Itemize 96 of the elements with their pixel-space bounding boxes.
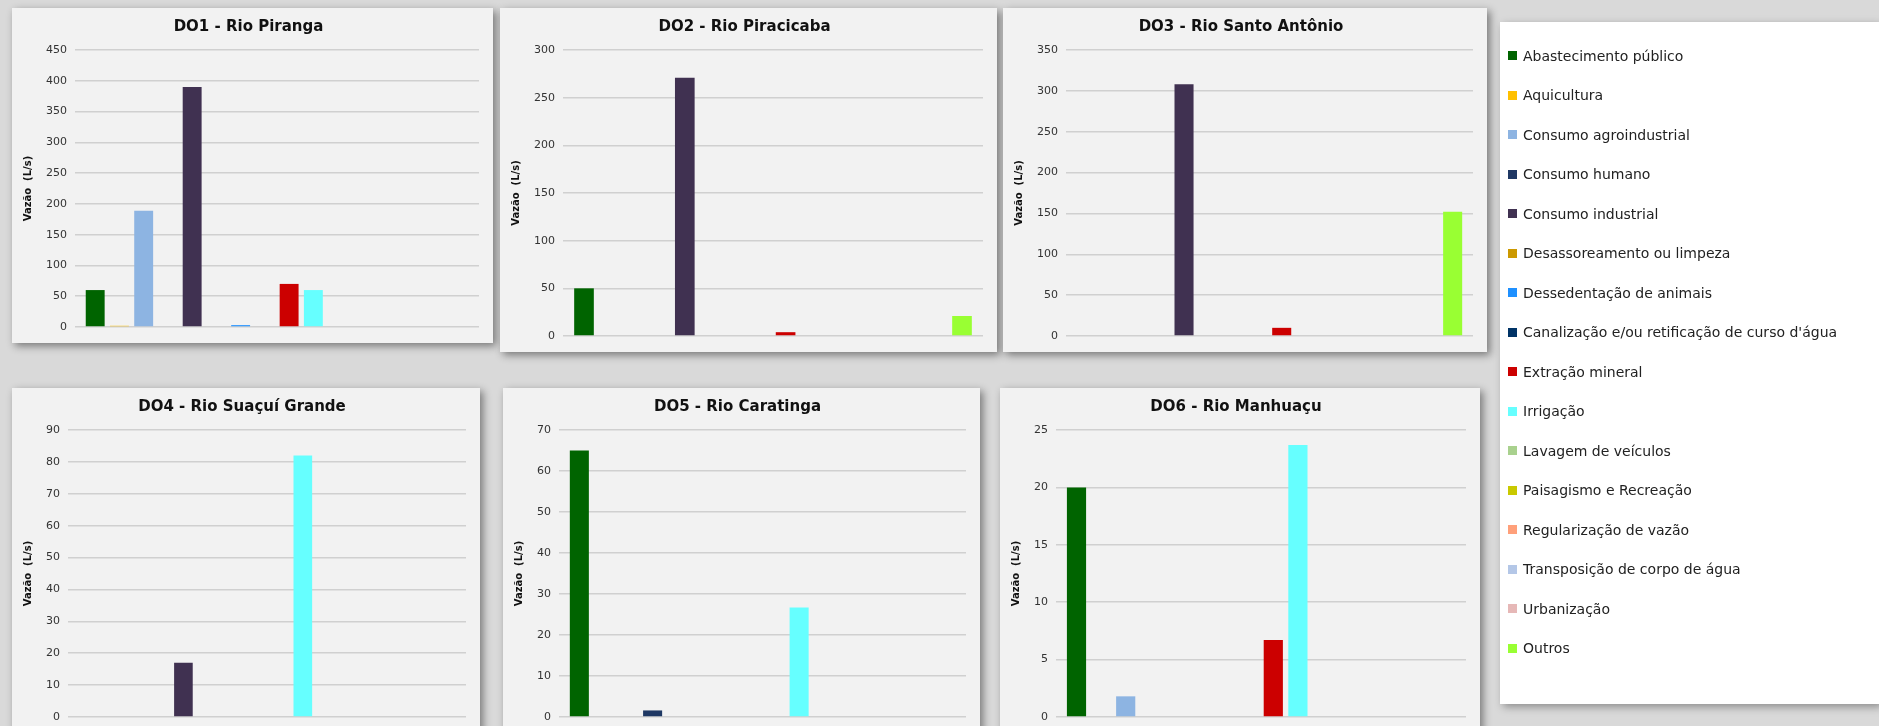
- y-tick-label: 90: [46, 422, 60, 436]
- legend-label: Paisagismo e Recreação: [1523, 482, 1692, 499]
- y-tick-label: 60: [46, 518, 60, 532]
- bar: [1116, 696, 1136, 717]
- y-tick-label: 200: [1037, 165, 1058, 179]
- bar: [569, 450, 589, 717]
- bar: [643, 710, 663, 717]
- y-tick-label: 10: [46, 677, 60, 691]
- legend-label: Regularização de vazão: [1523, 521, 1690, 538]
- y-tick-label: 0: [544, 709, 551, 723]
- legend-label: Irrigação: [1523, 403, 1585, 420]
- y-axis-title: Vazão (L/s): [1009, 540, 1021, 607]
- legend-label: Desassoreamento ou limpeza: [1523, 245, 1731, 262]
- y-tick-label: 20: [537, 627, 551, 641]
- y-tick-label: 25: [1034, 422, 1048, 436]
- y-tick-label: 50: [46, 550, 60, 564]
- bar: [1174, 84, 1194, 336]
- y-tick-label: 150: [46, 227, 67, 241]
- y-tick-label: 5: [1041, 652, 1048, 666]
- bar: [789, 607, 809, 717]
- legend-label: Consumo humano: [1523, 166, 1651, 183]
- y-tick-label: 15: [1034, 537, 1048, 551]
- legend-label: Canalização e/ou retificação de curso d'água: [1523, 324, 1838, 341]
- y-tick-label: 70: [537, 422, 551, 436]
- bar: [182, 86, 202, 327]
- y-tick-label: 50: [537, 504, 551, 518]
- legend-label: Consumo industrial: [1523, 205, 1659, 222]
- chart-title: DO3 - Rio Santo Antônio: [1138, 16, 1344, 35]
- y-tick-label: 50: [541, 281, 555, 295]
- legend-label: Outros: [1523, 640, 1570, 657]
- y-tick-label: 0: [1051, 328, 1058, 342]
- y-tick-label: 450: [46, 42, 67, 56]
- chart-title: DO5 - Rio Caratinga: [653, 396, 822, 415]
- bar: [952, 315, 972, 336]
- y-tick-label: 100: [46, 258, 67, 272]
- y-tick-label: 30: [537, 586, 551, 600]
- bar: [574, 288, 594, 336]
- y-tick-label: 0: [548, 328, 555, 342]
- y-tick-label: 350: [1037, 42, 1058, 56]
- y-tick-label: 30: [46, 614, 60, 628]
- y-axis-title: Vazão (L/s): [1012, 160, 1024, 226]
- y-tick-label: 40: [46, 582, 60, 596]
- bar: [279, 283, 299, 327]
- y-tick-label: 300: [1037, 83, 1058, 97]
- y-tick-label: 300: [46, 135, 67, 149]
- y-tick-label: 100: [1037, 247, 1058, 261]
- y-tick-label: 200: [534, 138, 555, 152]
- legend-label: Dessedentação de animais: [1523, 284, 1713, 301]
- chart-title: DO4 - Rio Suaçuí Grande: [138, 396, 346, 415]
- y-tick-label: 300: [534, 42, 555, 56]
- y-tick-label: 0: [1041, 709, 1048, 723]
- bar: [1288, 444, 1308, 717]
- y-tick-label: 250: [46, 165, 67, 179]
- y-tick-label: 20: [46, 646, 60, 660]
- y-axis-title: Vazão (L/s): [21, 540, 33, 607]
- y-tick-label: 350: [46, 104, 67, 118]
- y-tick-label: 50: [1044, 288, 1058, 301]
- bar: [674, 77, 695, 336]
- bar: [303, 290, 323, 327]
- y-tick-label: 40: [537, 545, 551, 559]
- y-tick-label: 50: [53, 289, 67, 303]
- y-axis-title: Vazão (L/s): [509, 160, 521, 226]
- legend-label: Urbanização: [1523, 600, 1611, 617]
- y-tick-label: 400: [46, 73, 67, 87]
- chart-title: DO6 - Rio Manhuaçu: [1150, 396, 1322, 415]
- y-tick-label: 80: [46, 454, 60, 468]
- legend-label: Lavagem de veículos: [1523, 442, 1671, 459]
- bar: [1263, 640, 1283, 717]
- legend-label: Consumo agroindustrial: [1523, 126, 1690, 143]
- legend-label: Aquicultura: [1523, 87, 1604, 104]
- y-tick-label: 200: [46, 196, 67, 210]
- y-tick-label: 250: [1037, 124, 1058, 138]
- bar: [1443, 211, 1463, 336]
- y-tick-label: 10: [537, 668, 551, 682]
- legend-label: Abastecimento público: [1523, 47, 1684, 64]
- y-tick-label: 20: [1034, 480, 1048, 494]
- y-tick-label: 100: [534, 233, 555, 247]
- chart-title: DO1 - Rio Piranga: [173, 16, 324, 35]
- bar: [1066, 487, 1087, 717]
- y-tick-label: 150: [534, 185, 555, 199]
- legend-label: Transposição de corpo de água: [1523, 561, 1741, 578]
- y-tick-label: 250: [534, 90, 555, 104]
- y-axis-title: Vazão (L/s): [21, 155, 33, 222]
- bar: [134, 210, 154, 327]
- y-tick-label: 0: [53, 709, 60, 723]
- bar: [85, 290, 105, 327]
- y-tick-label: 150: [1037, 206, 1058, 220]
- bar: [1272, 327, 1292, 336]
- y-axis-title: Vazão (L/s): [512, 540, 524, 607]
- y-tick-label: 70: [46, 486, 60, 500]
- y-tick-label: 0: [60, 319, 67, 333]
- chart-title: DO2 - Rio Piracicaba: [658, 16, 831, 35]
- y-tick-label: 60: [537, 463, 551, 477]
- legend-label: Extração mineral: [1523, 363, 1643, 380]
- y-tick-label: 10: [1034, 595, 1048, 609]
- bar: [775, 332, 796, 336]
